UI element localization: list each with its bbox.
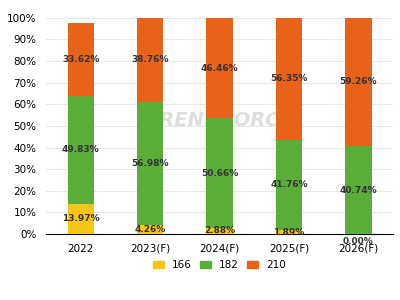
Text: 49.83%: 49.83% [62,146,100,154]
Bar [206,228,233,234]
Legend: 166, 182, 210: 166, 182, 210 [149,256,290,274]
Bar [345,18,372,146]
Text: 50.66%: 50.66% [201,169,238,178]
Bar [68,96,94,204]
Bar [206,18,233,118]
Bar [68,204,94,234]
Text: 41.76%: 41.76% [270,180,308,189]
Text: TRENDFORCE: TRENDFORCE [146,111,293,130]
Bar [137,18,164,102]
Text: 2.88%: 2.88% [204,226,235,236]
Bar [276,18,302,140]
Text: 46.46%: 46.46% [201,64,238,73]
Text: 33.62%: 33.62% [62,55,100,64]
Bar [137,102,164,225]
Text: 56.35%: 56.35% [270,74,308,83]
Text: 56.98%: 56.98% [132,159,169,168]
Text: 59.26%: 59.26% [340,77,377,86]
Bar [345,146,372,234]
Text: 40.74%: 40.74% [340,185,377,194]
Text: 13.97%: 13.97% [62,214,100,224]
Bar [137,225,164,234]
Text: 0.00%: 0.00% [343,237,374,246]
Text: 4.26%: 4.26% [135,225,166,234]
Text: 1.89%: 1.89% [273,227,305,236]
Bar [68,23,94,96]
Text: 38.76%: 38.76% [132,55,169,64]
Bar [276,230,302,234]
Bar [276,140,302,230]
Bar [206,118,233,228]
